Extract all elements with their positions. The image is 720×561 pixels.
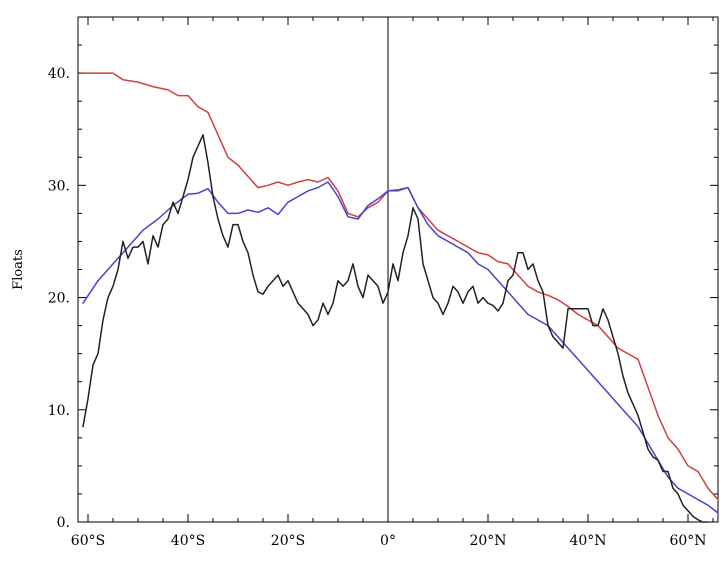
series-line-2 [82, 181, 719, 514]
series-line-3 [82, 134, 709, 523]
series-line-1 [82, 72, 719, 501]
y-axis-title: Floats [11, 249, 26, 290]
x-tick-label: 40°S [171, 533, 205, 549]
y-tick-label: 0. [57, 515, 70, 531]
x-tick-label: 20°S [271, 533, 305, 549]
x-tick-label: 0° [380, 533, 396, 549]
y-tick-label: 10. [48, 403, 70, 419]
y-tick-label: 20. [48, 291, 70, 307]
x-tick-label: 40°N [569, 533, 606, 549]
y-axis-ticks: 0. 10. 20. 30. 40. [48, 44, 718, 531]
y-tick-label: 30. [48, 178, 70, 194]
x-tick-label: 60°N [669, 533, 706, 549]
x-tick-label: 60°S [71, 533, 105, 549]
x-axis-ticks: 60°S 40°S 20°S 0° 20°N 40°N 60°N [71, 17, 714, 549]
series-layer [82, 72, 719, 523]
y-tick-label: 40. [48, 66, 70, 82]
x-tick-label: 20°N [469, 533, 506, 549]
